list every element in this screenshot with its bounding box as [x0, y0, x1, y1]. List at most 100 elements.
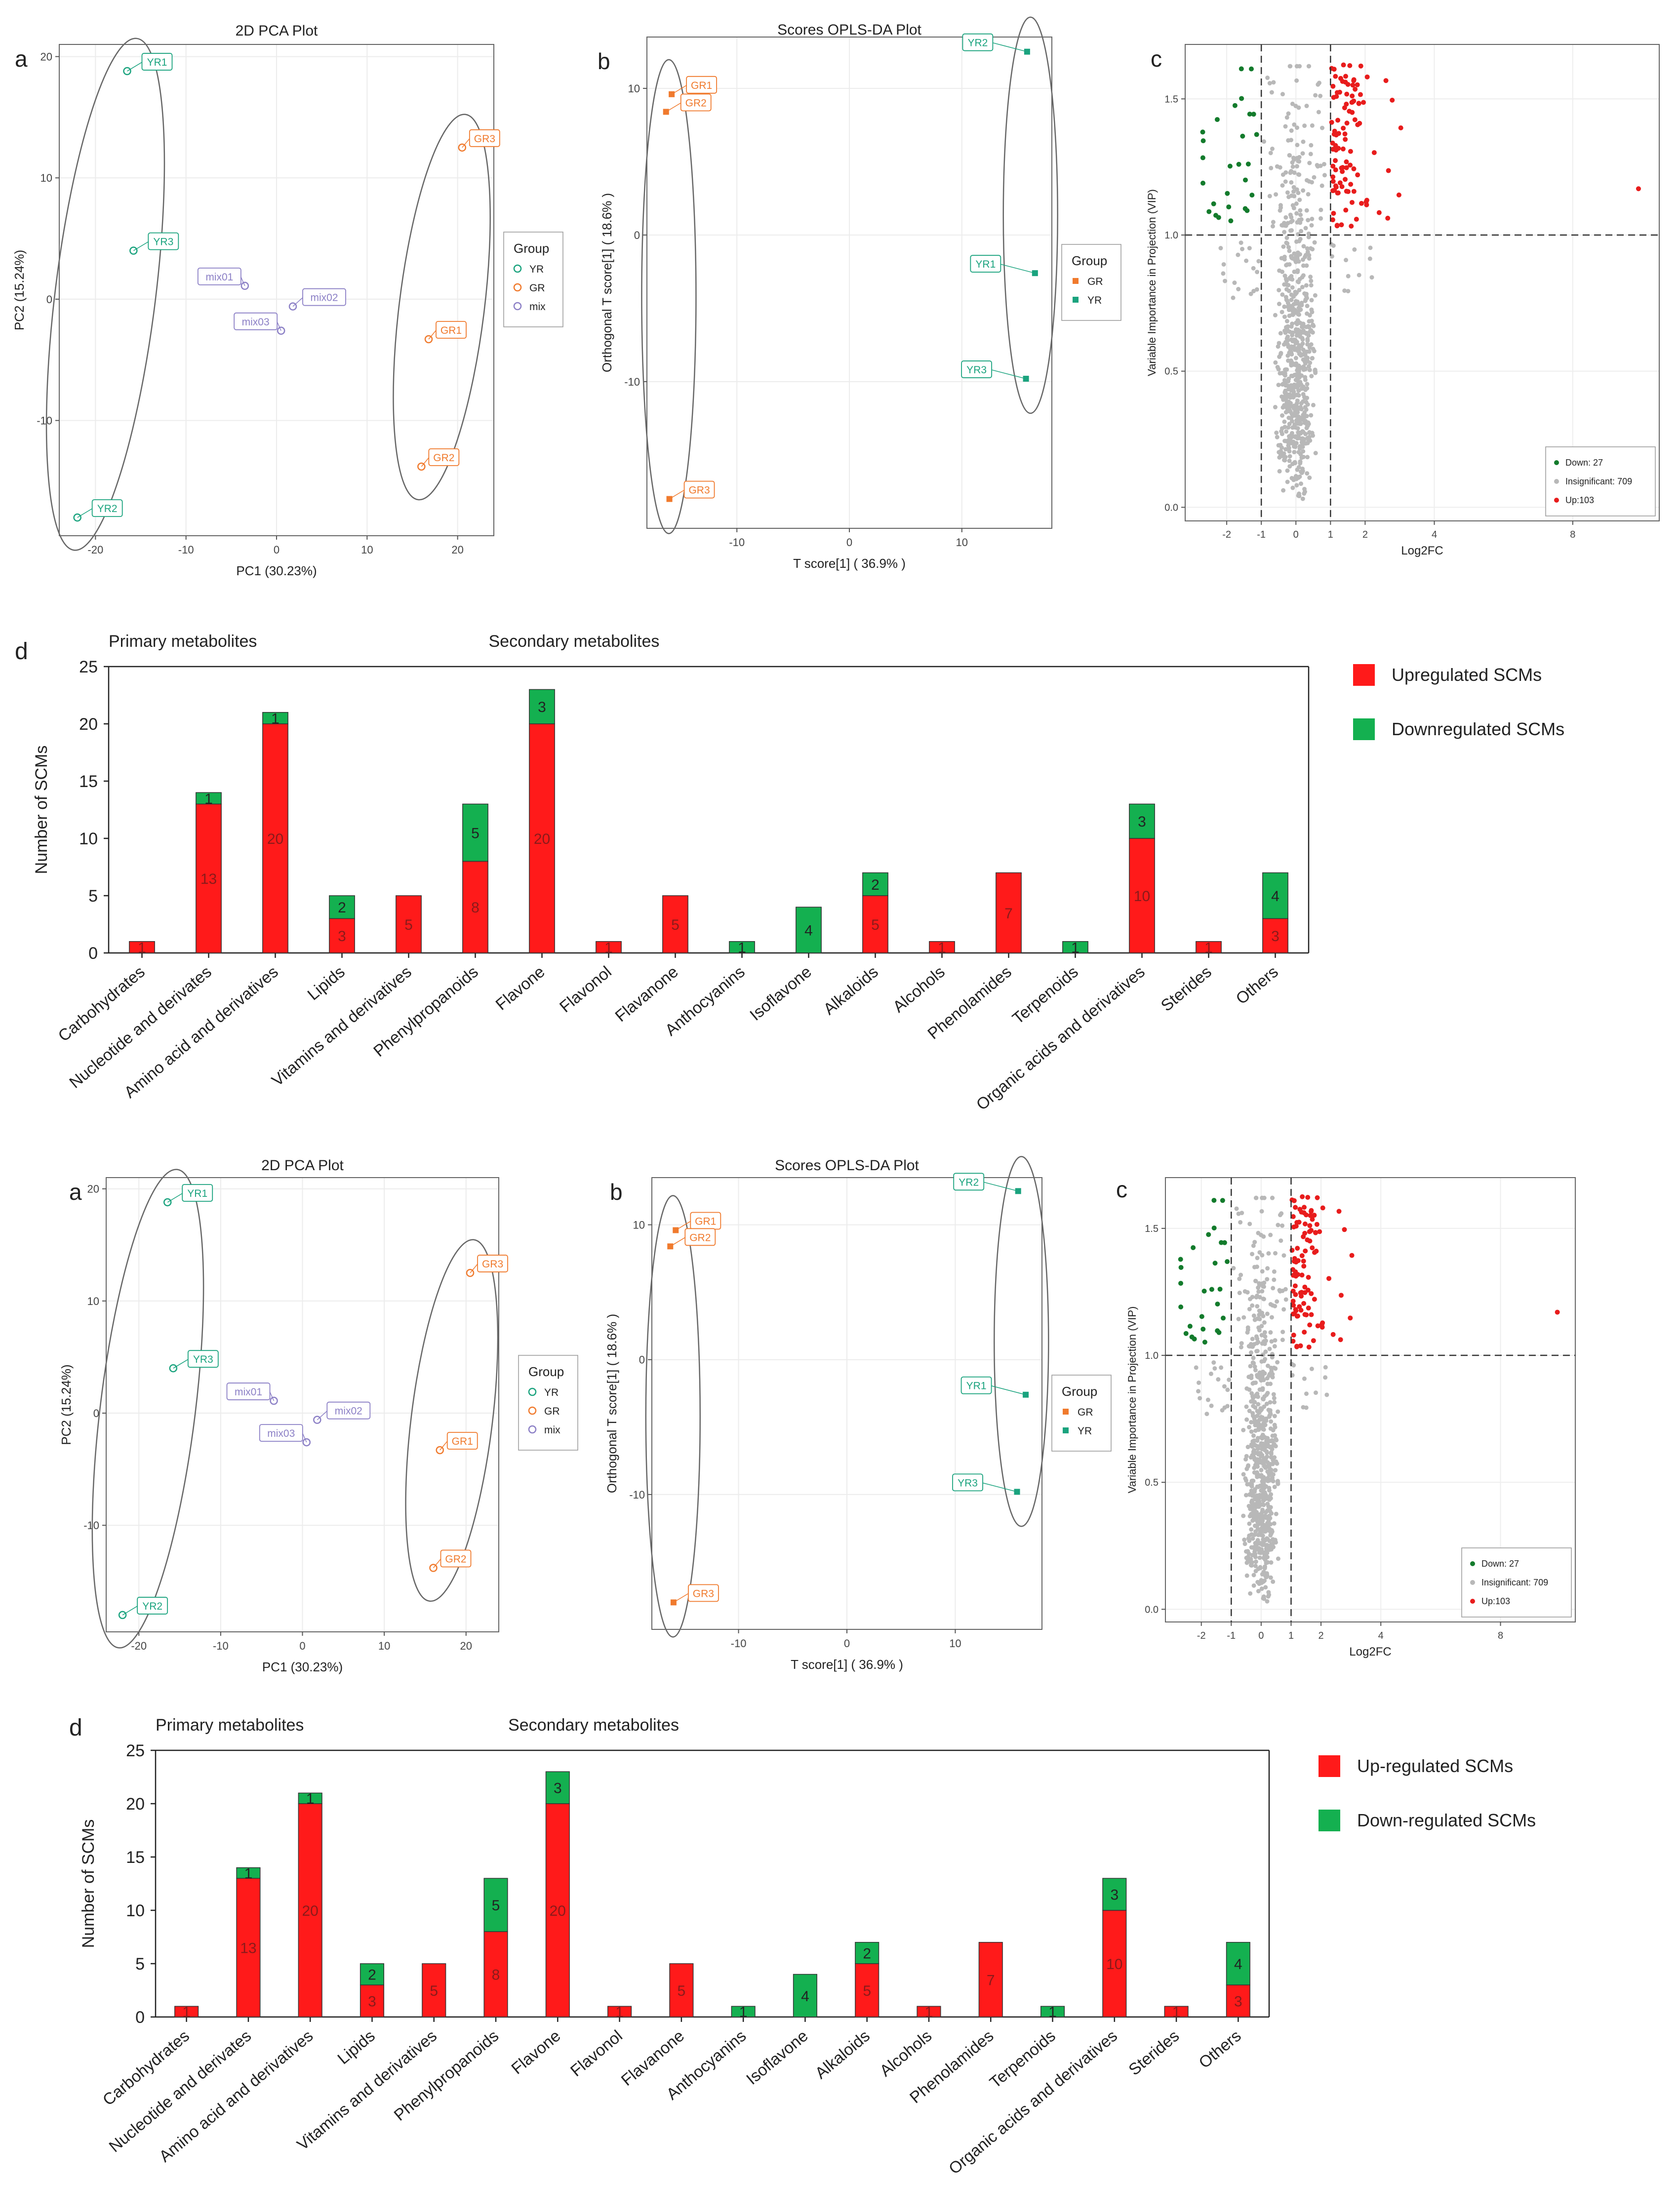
x-tick-label: -1 [1227, 1630, 1236, 1641]
bar-down-value: 2 [863, 1945, 871, 1962]
bar-down-value: 1 [1048, 2004, 1057, 2020]
point-label: GR1 [452, 1436, 473, 1447]
point-insignificant [1247, 1539, 1252, 1543]
point-insignificant [1277, 341, 1281, 346]
point-insignificant [1323, 1365, 1328, 1370]
point-insignificant [1309, 278, 1314, 283]
point-insignificant [1255, 1527, 1260, 1532]
point-insignificant [1311, 402, 1316, 407]
point-up [1340, 169, 1345, 174]
point-insignificant [1259, 1467, 1264, 1472]
x-tick-label: 10 [378, 1640, 390, 1652]
point-insignificant [1274, 431, 1279, 435]
point-up [1315, 1323, 1320, 1329]
point-down [1178, 1304, 1184, 1310]
point-insignificant [1294, 211, 1299, 216]
point-down [1191, 1245, 1196, 1250]
y-tick-label: 10 [126, 1901, 145, 1920]
point-insignificant [1261, 1594, 1266, 1599]
point-insignificant [1310, 356, 1315, 361]
point-up [1291, 1303, 1296, 1308]
point-insignificant [1282, 378, 1287, 383]
point-up [1312, 1213, 1317, 1218]
point-up [1309, 1208, 1314, 1213]
point-insignificant [1246, 1551, 1251, 1556]
point-insignificant [1295, 332, 1300, 337]
point-insignificant [1289, 1361, 1294, 1366]
point-insignificant [1286, 445, 1291, 450]
legend-marker [1063, 1409, 1069, 1415]
bar-up [978, 1942, 1003, 2017]
point-insignificant [1256, 1566, 1261, 1571]
point-insignificant [1309, 283, 1314, 288]
point-up [1306, 1274, 1311, 1280]
x-tick-label: 4 [1378, 1630, 1384, 1641]
point-insignificant [1301, 188, 1306, 193]
point-insignificant [1305, 435, 1310, 440]
point-up [1291, 1224, 1296, 1230]
y-tick-label: 0 [634, 229, 640, 241]
bar-up-value: 20 [302, 1903, 319, 1919]
point-insignificant [1252, 1264, 1257, 1269]
point-insignificant [1259, 1512, 1264, 1517]
data-point [436, 1446, 444, 1455]
point-up [1309, 1291, 1314, 1296]
point-insignificant [1321, 161, 1326, 166]
group-ellipse [405, 1239, 499, 1602]
point-insignificant [1263, 1557, 1268, 1562]
bar-down [1262, 872, 1288, 919]
point-insignificant [1255, 1304, 1260, 1309]
point-insignificant [1279, 449, 1283, 454]
point-up [1636, 186, 1641, 192]
point-insignificant [1284, 278, 1289, 283]
point-insignificant [1307, 475, 1312, 480]
point-label: GR3 [688, 485, 710, 496]
point-up [1347, 63, 1353, 68]
bar-up-value: 8 [492, 1967, 500, 1983]
point-insignificant [1305, 246, 1310, 251]
point-up [1291, 1198, 1297, 1203]
point-down [1249, 193, 1255, 198]
point-insignificant [1240, 246, 1245, 251]
label-leader [675, 1221, 691, 1231]
label-leader [673, 1593, 689, 1603]
plot-frame [1165, 1177, 1576, 1622]
label-leader [133, 241, 149, 251]
point-up [1376, 210, 1382, 215]
point-insignificant [1273, 1251, 1278, 1256]
point-insignificant [1249, 1373, 1254, 1378]
y-tick-label: 0 [639, 1354, 645, 1366]
point-insignificant [1304, 296, 1309, 301]
point-insignificant [1255, 1436, 1260, 1441]
point-insignificant [1268, 1496, 1273, 1501]
point-insignificant [1313, 367, 1318, 372]
bar-up-value: 20 [267, 831, 283, 847]
point-insignificant [1251, 1395, 1256, 1400]
point-insignificant [1293, 378, 1298, 383]
point-up [1345, 189, 1351, 195]
bar-up-value: 5 [678, 1983, 686, 1999]
point-up [1305, 1194, 1311, 1200]
y-axis-label: Variable Importance in Projection (VIP) [1146, 189, 1158, 376]
bar-down-value: 2 [338, 900, 346, 916]
x-tick-label: 8 [1570, 529, 1575, 540]
x-tick-label: 0 [274, 544, 280, 556]
point-down [1201, 1288, 1207, 1294]
point-insignificant [1254, 1504, 1259, 1509]
point-insignificant [1256, 1444, 1261, 1449]
point-insignificant [1271, 220, 1276, 225]
point-insignificant [1305, 178, 1310, 183]
point-insignificant [1295, 143, 1300, 148]
legend-label: Down: 27 [1481, 1559, 1519, 1569]
point-insignificant [1289, 441, 1294, 446]
point-down [1215, 1328, 1220, 1334]
bar-up-value: 3 [1271, 928, 1279, 945]
point-insignificant [1276, 367, 1281, 372]
bar-up [483, 1931, 508, 2017]
point-insignificant [1312, 240, 1317, 245]
point-insignificant [1291, 294, 1296, 299]
point-insignificant [1265, 1547, 1270, 1552]
point-insignificant [1242, 1541, 1247, 1546]
point-insignificant [1301, 244, 1306, 249]
point-up [1329, 119, 1334, 125]
